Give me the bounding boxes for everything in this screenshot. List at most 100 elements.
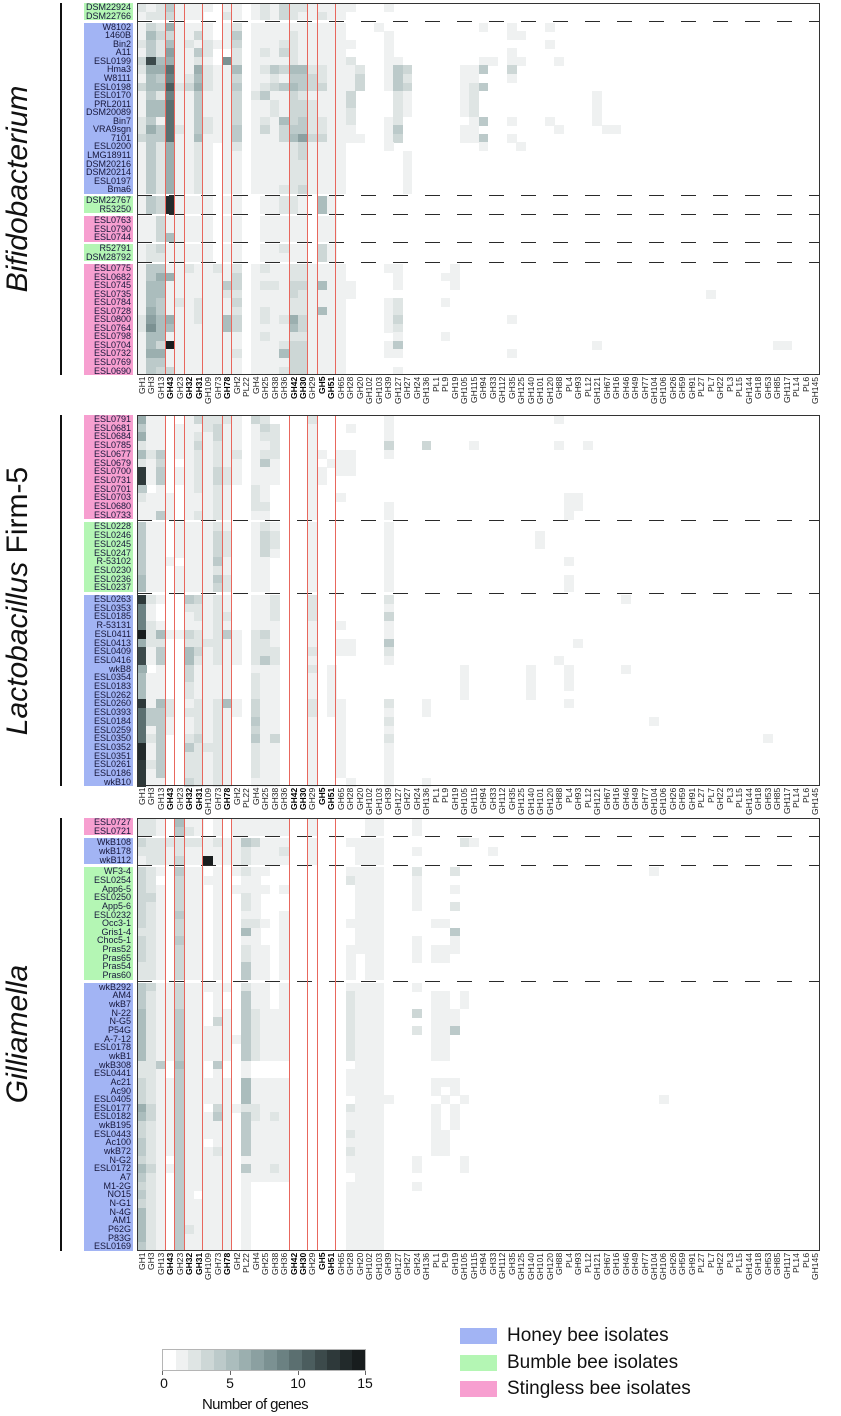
heatmap-cell [165, 349, 176, 359]
heatmap-cell [222, 690, 233, 700]
heatmap-cell [374, 901, 385, 911]
heatmap-cell [288, 82, 299, 92]
heatmap-cell [203, 263, 214, 273]
heatmap-cell [193, 971, 204, 981]
heatmap-cell [307, 11, 318, 21]
heatmap-cell [345, 1207, 356, 1217]
heatmap-cell [279, 204, 290, 214]
heatmap-cell [155, 216, 166, 225]
heatmap-cell [554, 655, 565, 665]
heatmap-cell [364, 971, 375, 981]
column-label: GH29 [307, 788, 318, 811]
heatmap-cell [336, 699, 347, 709]
heatmap-cell [412, 1025, 422, 1035]
heatmap-cell [326, 708, 337, 718]
heatmap-cell [155, 289, 166, 299]
heatmap-cell [231, 125, 242, 135]
heatmap-cell [374, 22, 385, 32]
heatmap-cell [184, 1000, 195, 1010]
row-label: Bin7 [112, 115, 131, 126]
heatmap-cell [222, 65, 233, 75]
heatmap-cell [222, 366, 233, 376]
heatmap-cell [307, 449, 318, 459]
heatmap-cell [184, 574, 195, 584]
heatmap-cell [212, 74, 223, 83]
heatmap-cell [146, 971, 157, 981]
heatmap-cell [155, 99, 166, 109]
heatmap-cell [137, 1095, 147, 1105]
column-label: GH106 [658, 1252, 669, 1280]
heatmap-cell [193, 1129, 204, 1139]
legend-item-honey: Honey bee isolates [460, 1325, 669, 1346]
column-label: GH77 [639, 788, 650, 811]
heatmap-cell [146, 315, 157, 325]
heatmap-cell [222, 1164, 233, 1174]
heatmap-cell [155, 74, 166, 83]
heatmap-cell [250, 734, 261, 744]
row-label: ESL0413 [93, 637, 131, 648]
heatmap-cell [307, 159, 318, 169]
heatmap-cell [193, 664, 204, 674]
heatmap-cell [193, 1216, 204, 1226]
heatmap-cell [203, 1233, 214, 1243]
heatmap-cell [355, 1095, 366, 1105]
highlight-box [165, 818, 175, 1251]
highlight-box [222, 818, 232, 1251]
heatmap-cell [383, 306, 394, 316]
heatmap-cell [222, 1155, 233, 1165]
heatmap-cell [336, 281, 347, 290]
heatmap-cell [146, 595, 157, 605]
heatmap-cell [155, 252, 166, 262]
heatmap-cell [260, 366, 271, 376]
column-label: PL4 [563, 1252, 574, 1268]
heatmap-cell [193, 306, 204, 316]
heatmap-cell [165, 298, 176, 308]
heatmap-cell [241, 1095, 252, 1105]
heatmap-cell [241, 945, 252, 955]
row-label: 1460B [104, 30, 131, 41]
heatmap-cell [288, 233, 299, 243]
heatmap-cell [345, 1043, 356, 1053]
heatmap-cell [146, 953, 157, 963]
heatmap-cell [146, 74, 157, 83]
heatmap-cell [222, 638, 233, 648]
heatmap-cell [298, 116, 309, 126]
heatmap-cell [307, 708, 318, 718]
heatmap-cell [155, 838, 166, 848]
heatmap-cell [260, 818, 271, 828]
heatmap-cell [450, 884, 460, 894]
heatmap-cell [250, 612, 261, 622]
heatmap-cell [155, 962, 166, 972]
heatmap-cell [269, 708, 280, 718]
heatmap-cell [336, 263, 347, 273]
heatmap-cell [222, 116, 233, 126]
heatmap-cell [250, 893, 261, 903]
heatmap-cell [203, 1112, 214, 1122]
heatmap-cell [364, 1121, 375, 1131]
heatmap-cell [260, 1095, 271, 1105]
heatmap-cell [165, 133, 176, 143]
heatmap-cell [193, 263, 204, 273]
column-label: GH16 [611, 788, 622, 811]
heatmap-cell [307, 56, 318, 66]
heatmap-cell [345, 1112, 356, 1122]
heatmap-cell [174, 224, 185, 234]
column-label: PL27 [696, 377, 707, 397]
heatmap-cell [184, 971, 195, 981]
heatmap-cell [137, 1017, 147, 1027]
heatmap-cell [184, 769, 195, 779]
heatmap-cell [137, 690, 147, 700]
heatmap-cell [193, 108, 204, 118]
heatmap-cell [269, 1095, 280, 1105]
heatmap-cell [137, 708, 147, 718]
row-label: ESL0745 [93, 280, 131, 291]
heatmap-cell [241, 1025, 252, 1035]
heatmap-cell [345, 1155, 356, 1165]
heatmap-cell [212, 1103, 223, 1113]
heatmap-cell [137, 910, 147, 920]
heatmap-cell [250, 945, 261, 955]
heatmap-cell [231, 846, 242, 856]
heatmap-cell [222, 539, 233, 549]
column-label: PL22 [241, 377, 252, 397]
heatmap-cell [155, 760, 166, 770]
